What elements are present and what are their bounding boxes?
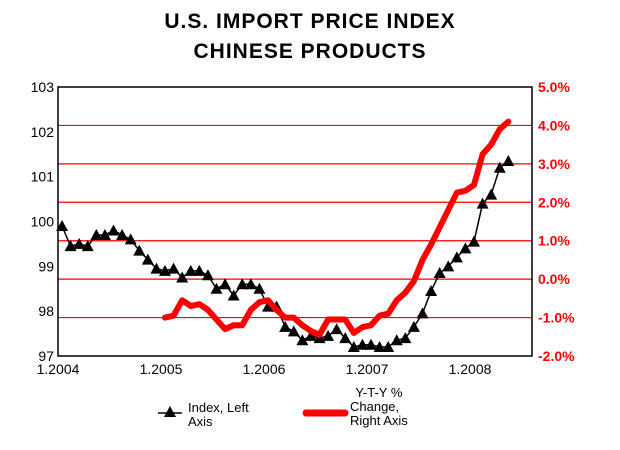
index-data-point — [90, 228, 103, 240]
index-data-point — [81, 240, 94, 252]
index-data-point — [167, 262, 180, 274]
index-data-point — [459, 242, 472, 254]
plot-frame — [57, 86, 533, 357]
index-data-point — [382, 341, 395, 353]
x-tick-label: 1.2005 — [140, 361, 183, 377]
index-data-point — [450, 251, 463, 263]
chart-title-line1: U.S. IMPORT PRICE INDEX — [164, 10, 456, 33]
index-data-point — [176, 271, 189, 283]
index-data-point — [279, 320, 292, 332]
x-tick-label: 1.2008 — [449, 361, 492, 377]
left-tick-label: 102 — [31, 124, 55, 140]
right-tick-label: 3.0% — [538, 156, 570, 172]
index-data-point — [56, 219, 68, 231]
legend-yoy-line3: Right Axis — [350, 413, 408, 428]
index-data-point — [365, 338, 377, 350]
legend-index-line2: Axis — [188, 414, 213, 429]
legend-index-label: Index, Left Axis — [188, 401, 249, 429]
x-tick-label: 1.2004 — [37, 361, 80, 377]
x-tick-label: 1.2007 — [346, 361, 389, 377]
right-tick-label: 2.0% — [538, 194, 570, 210]
index-data-point — [244, 278, 257, 290]
legend-index-line1: Index, Left — [188, 400, 249, 415]
left-tick-label: 97 — [38, 348, 54, 364]
index-data-point — [262, 300, 274, 312]
index-data-point — [425, 284, 438, 296]
index-data-point — [150, 262, 163, 274]
index-data-point — [124, 233, 137, 245]
x-tick-label: 1.2006 — [243, 361, 286, 377]
index-data-point — [468, 235, 480, 247]
index-data-point — [141, 253, 154, 265]
index-data-point — [107, 224, 120, 236]
index-data-point — [485, 188, 498, 200]
right-tick-label: -1.0% — [538, 310, 575, 326]
right-tick-label: 5.0% — [538, 79, 570, 95]
index-data-point — [236, 278, 249, 290]
index-data-point — [493, 161, 506, 173]
legend-yoy-label: Y-T-Y % Change, Right Axis — [350, 386, 408, 428]
index-data-point — [373, 341, 386, 353]
right-tick-label: 0.0% — [538, 271, 570, 287]
index-data-point — [210, 282, 223, 294]
index-data-point — [184, 264, 197, 276]
index-data-point — [116, 228, 129, 240]
left-tick-label: 101 — [31, 169, 55, 185]
index-data-point — [442, 260, 455, 272]
yoy-series-line — [162, 118, 512, 338]
index-data-point — [356, 338, 369, 350]
index-data-point — [407, 320, 420, 332]
index-data-point — [416, 307, 429, 319]
index-data-point — [296, 334, 309, 346]
index-data-point — [399, 332, 412, 344]
index-data-point — [502, 154, 515, 166]
index-data-point — [98, 228, 111, 240]
index-data-point — [201, 269, 214, 281]
left-tick-label: 98 — [38, 303, 54, 319]
legend-yoy-line2: Change, — [350, 399, 400, 414]
index-data-point — [433, 267, 446, 279]
chart-title-line2: CHINESE PRODUCTS — [193, 40, 427, 63]
index-data-point — [476, 197, 489, 209]
right-tick-label: -2.0% — [538, 348, 575, 364]
legend-index-marker — [164, 406, 176, 417]
index-data-point — [339, 332, 352, 344]
left-tick-label: 100 — [31, 214, 55, 230]
index-data-point — [287, 325, 300, 337]
left-tick-label: 103 — [31, 79, 55, 95]
left-tick-label: 99 — [38, 258, 54, 274]
index-data-point — [253, 282, 266, 294]
legend-yoy-line1: Y-T-Y % — [355, 385, 403, 400]
index-data-point — [73, 237, 86, 249]
index-data-point — [322, 329, 335, 341]
right-tick-label: 1.0% — [538, 233, 570, 249]
index-data-point — [133, 244, 146, 256]
index-data-point — [193, 264, 206, 276]
index-data-point — [219, 278, 232, 290]
right-tick-label: 4.0% — [538, 117, 570, 133]
index-data-point — [304, 329, 317, 341]
index-data-point — [227, 289, 240, 301]
index-data-point — [330, 323, 343, 335]
